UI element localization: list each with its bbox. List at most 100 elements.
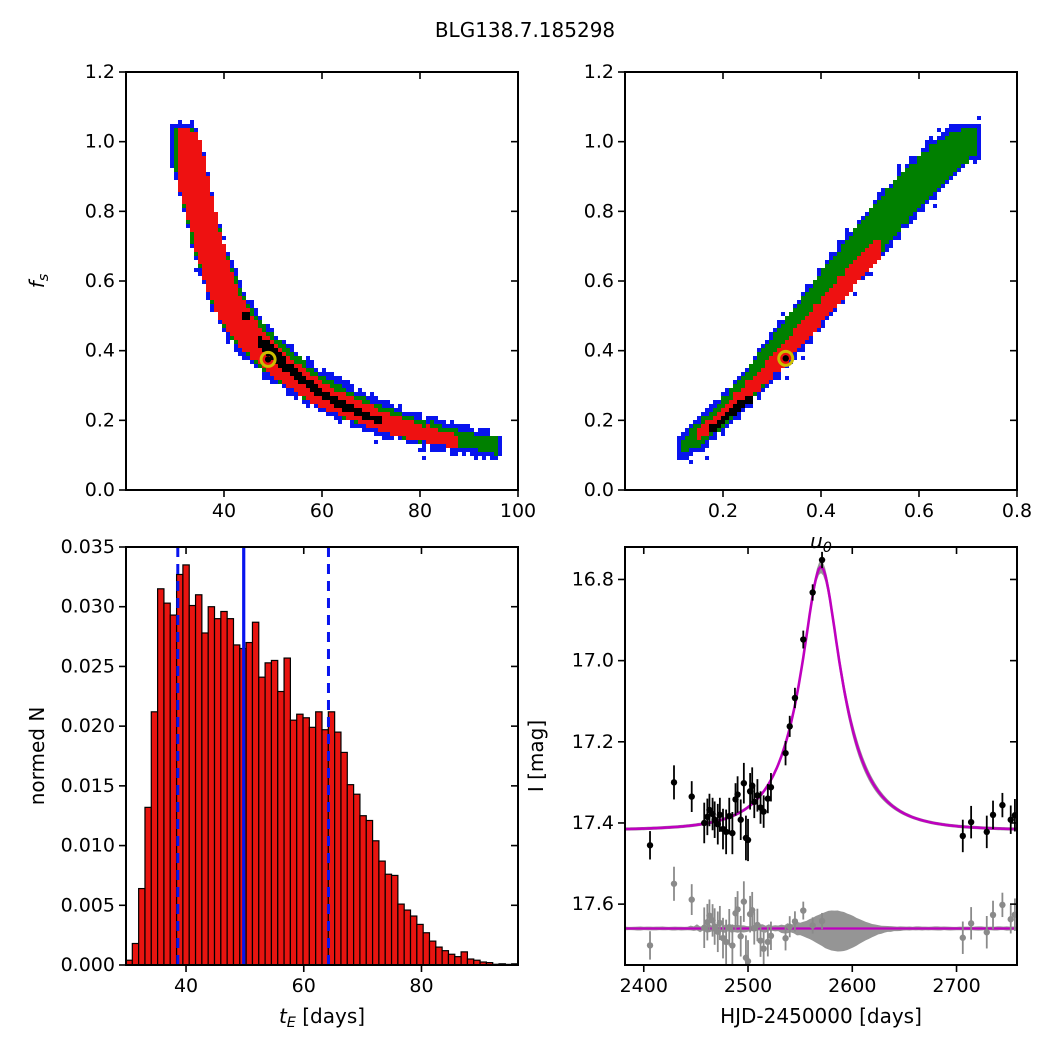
ytick-label: 0.010 — [61, 835, 115, 857]
xtick-label: 40 — [212, 500, 236, 522]
hist-bar — [397, 903, 405, 965]
ytick-label: 0.6 — [85, 270, 115, 292]
hist-bar — [315, 711, 323, 965]
subplot-fs_vs_te: 40 60 80 100 0.0 0.2 0.4 0.6 0.8 1.0 1.2 fs — [25, 61, 536, 522]
data-points — [646, 551, 1017, 862]
ytick-label: 1.2 — [584, 61, 614, 83]
ylabel-te_posterior: normed N — [25, 707, 49, 806]
hist-bar — [264, 662, 273, 965]
hist-bar — [460, 951, 469, 965]
ylabel-light_curve: I [mag] — [524, 720, 548, 792]
hist-bar — [384, 873, 393, 965]
xtick-label: 40 — [174, 975, 198, 997]
hist-bar — [353, 793, 361, 965]
axes-frame-light_curve — [624, 546, 1018, 966]
xtick-label: 2700 — [932, 975, 980, 997]
hist-bar — [201, 632, 209, 965]
hist-bar — [302, 717, 310, 965]
model-curve — [625, 565, 1016, 831]
hist-bar — [188, 604, 197, 965]
xtick-label: 2400 — [620, 975, 668, 997]
hist-bar — [371, 840, 380, 965]
hist-bar — [289, 719, 298, 965]
hist-bar — [435, 946, 443, 965]
hist-bar — [346, 784, 355, 965]
hist-bar — [226, 618, 235, 965]
hist-bar — [378, 860, 386, 965]
ytick-label: 0.000 — [61, 954, 115, 976]
xtick-label: 2500 — [724, 975, 772, 997]
ytick-label: 0.025 — [61, 655, 115, 677]
xtick-label: 0.2 — [708, 500, 738, 522]
xlabel-fs_vs_u0: u0 — [810, 529, 832, 556]
hist-bar — [251, 621, 260, 965]
hist-bar — [422, 932, 431, 965]
ytick-label: 0.035 — [61, 536, 115, 558]
ytick-label: 0.020 — [61, 715, 115, 737]
hist-bar — [428, 940, 437, 965]
hist-bar — [409, 915, 418, 965]
hist-bar — [340, 751, 348, 965]
xlabel-te_posterior: tE [days] — [279, 1004, 365, 1031]
hist-bar — [447, 953, 456, 965]
figure-title: BLG138.7.185298 — [434, 18, 616, 42]
xtick-label: 0.4 — [806, 500, 836, 522]
hist-bar — [390, 874, 399, 965]
ytick-label: 0.8 — [85, 200, 115, 222]
ytick-label: 17.0 — [572, 650, 614, 672]
hist-bar — [194, 594, 203, 965]
hist-bar — [359, 815, 367, 965]
ylabel-fs_vs_te: fs — [25, 273, 52, 288]
residual-envelope — [625, 910, 1016, 952]
ytick-label: 0.4 — [85, 340, 115, 362]
ytick-label: 0.030 — [61, 596, 115, 618]
xtick-label: 60 — [310, 500, 334, 522]
subplot-fs_vs_u0: 0.2 0.4 0.6 0.8 0.0 0.2 0.4 0.6 0.8 1.0 1.2 u0 — [584, 61, 1032, 556]
hist-bar — [454, 956, 462, 965]
hist-bar — [131, 942, 140, 965]
xtick-label: 60 — [292, 975, 316, 997]
xtick-label: 0.8 — [1002, 500, 1032, 522]
xtick-label: 0.6 — [904, 500, 934, 522]
ytick-label: 0.005 — [61, 894, 115, 916]
ytick-label: 0.6 — [584, 270, 614, 292]
hist-bar — [283, 657, 291, 965]
hist-bar — [207, 606, 216, 965]
hist-bar — [150, 711, 159, 965]
best-fit-marker-fs_vs_u0 — [777, 349, 795, 367]
hist-bar — [245, 641, 254, 965]
subplot-light_curve: 2400 2500 2600 2700 16.8 17.0 17.2 17.4 17.6 HJD-… — [524, 546, 1018, 1028]
ytick-label: 0.4 — [584, 340, 614, 362]
hist-bar — [270, 659, 279, 965]
hist-bar — [157, 588, 165, 965]
xtick-label: 2600 — [828, 975, 876, 997]
ytick-label: 1.0 — [584, 131, 614, 153]
hist-bar — [277, 690, 285, 965]
ytick-label: 0.015 — [61, 775, 115, 797]
subplot-te_posterior: 40 60 80 0.000 0.005 0.010 0.015 0.020 0.025 0.03… — [25, 536, 519, 1031]
best-fit-marker-fs_vs_te — [259, 350, 277, 368]
hist-bar — [144, 806, 152, 965]
ytick-label: 1.0 — [85, 131, 115, 153]
ytick-label: 0.8 — [584, 200, 614, 222]
xtick-label: 80 — [408, 500, 432, 522]
ytick-label: 17.6 — [572, 893, 614, 915]
hist-bar — [403, 909, 412, 965]
xlabel-light_curve: HJD-2450000 [days] — [720, 1004, 922, 1028]
hist-bar — [416, 923, 424, 965]
ytick-label: 0.2 — [85, 409, 115, 431]
hist-bar — [232, 644, 241, 965]
hist-bar — [296, 713, 304, 965]
hist-bar — [169, 614, 178, 965]
axes-frame-te_posterior — [125, 546, 519, 966]
ytick-label: 16.8 — [572, 568, 614, 590]
ytick-label: 17.2 — [572, 731, 614, 753]
residual-points — [646, 866, 1017, 965]
ytick-label: 1.2 — [85, 61, 115, 83]
xtick-label: 100 — [500, 500, 536, 522]
xtick-label: 80 — [409, 975, 433, 997]
hist-bar — [365, 819, 374, 965]
ytick-label: 0.0 — [584, 479, 614, 501]
